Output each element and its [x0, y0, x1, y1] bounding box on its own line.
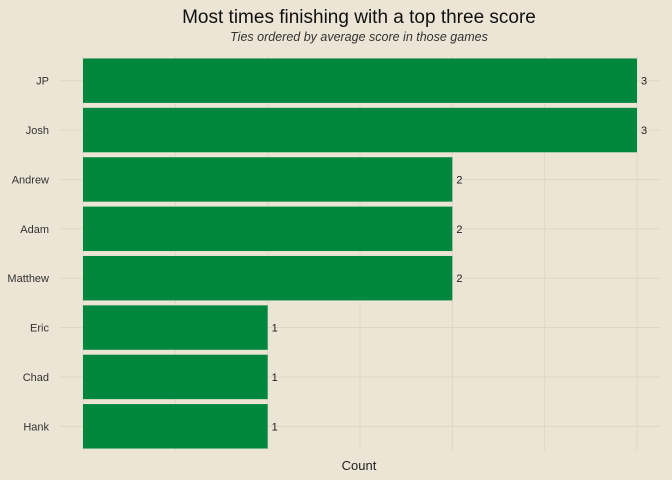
- data-label: 2: [456, 174, 462, 186]
- x-axis-label: Count: [342, 458, 377, 473]
- data-label: 3: [641, 76, 647, 88]
- data-label: 1: [272, 372, 278, 384]
- data-label: 3: [641, 125, 647, 137]
- y-tick-label: Eric: [30, 323, 49, 335]
- bar: [83, 157, 453, 202]
- data-label: 2: [456, 273, 462, 285]
- bar: [83, 305, 268, 350]
- y-tick-label: Chad: [23, 372, 49, 384]
- y-tick-label: Matthew: [7, 273, 49, 285]
- bar: [83, 354, 268, 400]
- y-tick-label: Adam: [20, 224, 49, 236]
- y-tick-label: Andrew: [12, 174, 49, 186]
- data-label: 1: [272, 323, 278, 335]
- bar: [83, 404, 268, 449]
- data-label: 2: [456, 224, 462, 236]
- bar: [83, 255, 453, 301]
- y-tick-label: JP: [36, 76, 49, 88]
- y-tick-label: Hank: [23, 421, 49, 433]
- chart-subtitle: Ties ordered by average score in those g…: [230, 30, 488, 44]
- bar: [83, 206, 453, 252]
- label-layer: JP 3 Josh 3 Andrew 2 Adam 2 Matthew 2 Eric 1 Chad 1 Ha…: [7, 76, 647, 434]
- data-label: 1: [272, 421, 278, 433]
- y-tick-label: Josh: [26, 125, 49, 137]
- chart-title: Most times finishing with a top three sc…: [182, 7, 536, 28]
- bar: [83, 107, 637, 153]
- bar: [83, 58, 637, 103]
- bar-layer: [83, 58, 637, 449]
